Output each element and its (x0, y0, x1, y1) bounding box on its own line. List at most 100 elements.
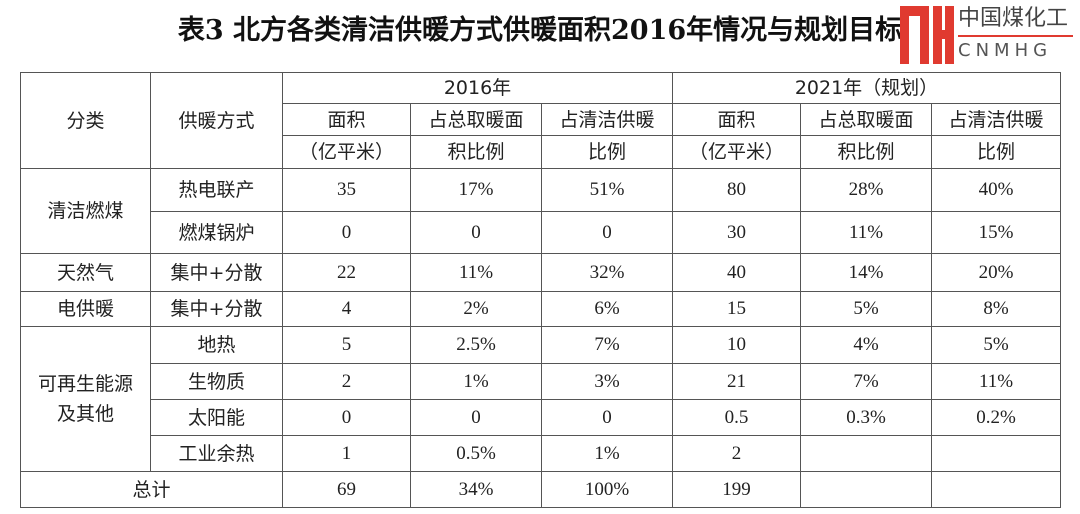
value-cell (800, 471, 932, 508)
value-cell: 4 (282, 291, 411, 327)
method-cell: 工业余热 (150, 435, 283, 472)
method-cell: 太阳能 (150, 399, 283, 436)
header-category: 分类 (20, 72, 151, 169)
value-cell: 40% (931, 168, 1061, 212)
table-row: 清洁燃煤 热电联产 35 17% 51% 80 28% 40% (20, 168, 1061, 254)
value-cell (931, 471, 1061, 508)
value-cell: 0 (541, 399, 673, 436)
value-cell: 15% (931, 211, 1061, 254)
header-area: 面积 (672, 103, 801, 136)
value-cell: 14% (800, 253, 932, 292)
value-cell: 0 (541, 211, 673, 254)
group-label: 电供暖 (20, 291, 151, 327)
value-cell: 0 (282, 399, 411, 436)
value-cell: 15 (672, 291, 801, 327)
value-cell: 35 (282, 168, 411, 212)
header-total-share-2: 积比例 (800, 135, 932, 169)
header-2021: 2021年（规划） (672, 72, 1061, 104)
group-label: 清洁燃煤 (20, 168, 151, 254)
header-clean-share: 占清洁供暖 (931, 103, 1061, 136)
value-cell: 4% (800, 326, 932, 364)
value-cell: 21 (672, 363, 801, 400)
watermark-en: CNMHG (958, 40, 1053, 61)
method-cell: 生物质 (150, 363, 283, 400)
value-cell: 2.5% (410, 326, 542, 364)
value-cell: 1% (410, 363, 542, 400)
value-cell: 5% (931, 326, 1061, 364)
group-label-line1: 可再生能源 (37, 373, 133, 395)
header-2016: 2016年 (282, 72, 673, 104)
group-label-line2: 及其他 (56, 403, 114, 425)
table-row: 工业余热 1 0.5% 1% 2 (21, 435, 1061, 472)
header-area-unit: （亿平米） (672, 135, 801, 169)
table-row: 燃煤锅炉 0 0 0 30 11% 15% (21, 211, 1061, 254)
method-cell: 热电联产 (150, 168, 283, 212)
value-cell: 10 (672, 326, 801, 364)
value-cell: 0.5% (410, 435, 542, 472)
value-cell: 1 (282, 435, 411, 472)
value-cell: 2 (672, 435, 801, 472)
value-cell: 0.2% (931, 399, 1061, 436)
header-total-share: 占总取暖面 (410, 103, 542, 136)
value-cell: 17% (410, 168, 542, 212)
method-cell: 集中+分散 (150, 291, 283, 327)
value-cell: 11% (410, 253, 542, 292)
table-row: 天然气 集中+分散 22 11% 32% 40 14% 20% (20, 253, 1061, 292)
value-cell: 0 (410, 399, 542, 436)
group-label: 天然气 (20, 253, 151, 292)
table-row: 可再生能源 及其他 地热 5 2.5% 7% 10 4% 5% (20, 326, 1061, 472)
value-cell: 7% (541, 326, 673, 364)
header-clean-share-2: 比例 (931, 135, 1061, 169)
value-cell: 0.3% (800, 399, 932, 436)
value-cell: 51% (541, 168, 673, 212)
header-method: 供暖方式 (150, 72, 283, 169)
table-row: 生物质 2 1% 3% 21 7% 11% (21, 363, 1061, 400)
value-cell: 0.5 (672, 399, 801, 436)
value-cell: 8% (931, 291, 1061, 327)
value-cell: 0 (410, 211, 542, 254)
value-cell: 3% (541, 363, 673, 400)
value-cell: 199 (672, 471, 801, 508)
value-cell: 40 (672, 253, 801, 292)
method-cell: 燃煤锅炉 (150, 211, 283, 254)
value-cell: 100% (541, 471, 673, 508)
header-total-share: 占总取暖面 (800, 103, 932, 136)
value-cell: 5 (282, 326, 411, 364)
table-row: 电供暖 集中+分散 4 2% 6% 15 5% 8% (20, 291, 1061, 327)
value-cell: 6% (541, 291, 673, 327)
value-cell: 80 (672, 168, 801, 212)
value-cell: 2 (282, 363, 411, 400)
value-cell: 11% (800, 211, 932, 254)
header-clean-share-2: 比例 (541, 135, 673, 169)
method-cell: 地热 (150, 326, 283, 364)
heating-table: 分类 供暖方式 2016年 2021年（规划） 面积 占总取暖面 占清洁供暖 面积占… (20, 72, 1061, 508)
value-cell: 7% (800, 363, 932, 400)
header-total-share-2: 积比例 (410, 135, 542, 169)
value-cell: 69 (282, 471, 411, 508)
watermark-divider (958, 35, 1073, 37)
total-label: 总计 (20, 471, 283, 508)
method-cell: 集中+分散 (150, 253, 283, 292)
table-title: 表3 北方各类清洁供暖方式供暖面积2016年情况与规划目标 (177, 15, 903, 46)
value-cell: 22 (282, 253, 411, 292)
value-cell: 30 (672, 211, 801, 254)
header-area-unit: （亿平米） (282, 135, 411, 169)
value-cell (931, 435, 1061, 472)
value-cell: 34% (410, 471, 542, 508)
value-cell: 5% (800, 291, 932, 327)
value-cell: 32% (541, 253, 673, 292)
value-cell: 11% (931, 363, 1061, 400)
value-cell: 28% (800, 168, 932, 212)
value-cell: 20% (931, 253, 1061, 292)
value-cell (800, 435, 932, 472)
table-row: 太阳能 0 0 0 0.5 0.3% 0.2% (21, 399, 1061, 436)
value-cell: 2% (410, 291, 542, 327)
header-area: 面积 (282, 103, 411, 136)
value-cell: 1% (541, 435, 673, 472)
watermark-cn: 中国煤化工 (958, 6, 1069, 31)
header-clean-share: 占清洁供暖 (541, 103, 673, 136)
table-row-total: 总计 69 34% 100% 199 (20, 471, 1061, 508)
value-cell: 0 (282, 211, 411, 254)
watermark-logo: 中国煤化工 CNMHG (900, 4, 1078, 66)
group-label: 可再生能源 及其他 (20, 326, 151, 472)
